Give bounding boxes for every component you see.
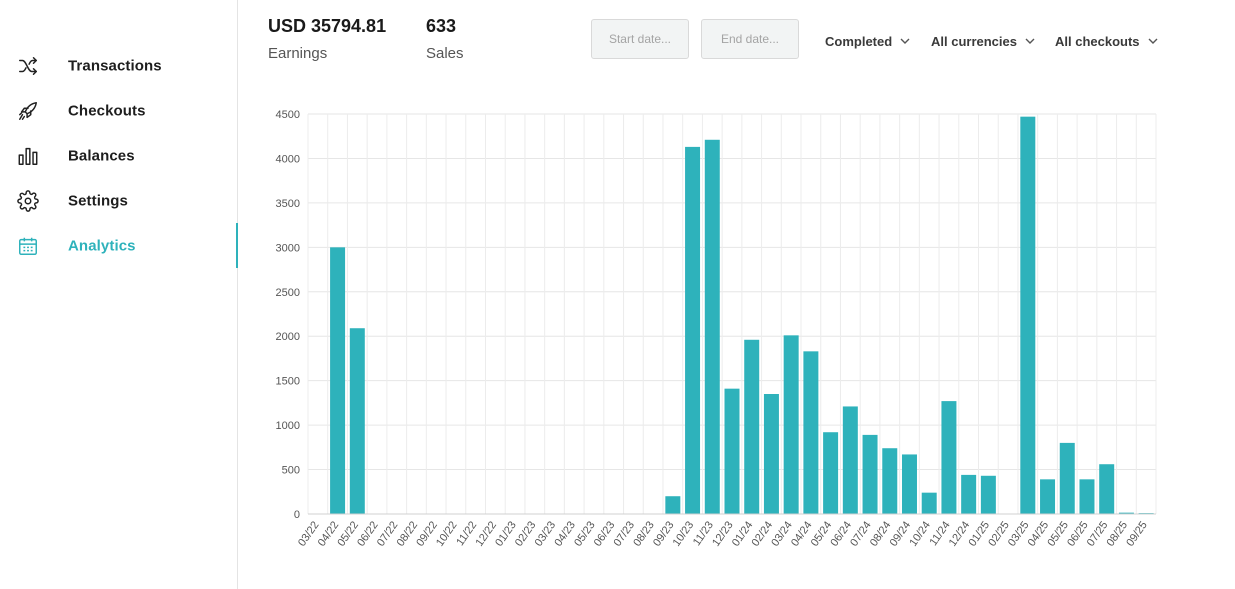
y-tick-label: 2000: [276, 331, 300, 343]
x-tick-label: 10/23: [671, 519, 697, 548]
sidebar-item-analytics[interactable]: Analytics: [0, 223, 238, 268]
y-tick-label: 500: [282, 465, 300, 477]
bar: [901, 454, 917, 514]
status-dropdown-value: Completed: [825, 33, 893, 49]
sidebar-item-settings[interactable]: Settings: [0, 178, 238, 223]
checkout-dropdown[interactable]: All checkouts: [1055, 31, 1158, 51]
bar: [1059, 442, 1075, 514]
sidebar-item-label: Analytics: [68, 237, 136, 254]
bar: [961, 474, 977, 514]
currency-dropdown-value: All currencies: [931, 33, 1017, 49]
sidebar-item-balances[interactable]: Balances: [0, 133, 238, 178]
earnings-value: USD 35794.81: [268, 16, 387, 36]
bar: [685, 146, 701, 514]
chevron-down-icon: [900, 38, 910, 44]
y-tick-label: 3000: [276, 242, 300, 254]
bar: [862, 434, 878, 514]
y-tick-label: 2500: [276, 287, 300, 299]
bar: [665, 496, 681, 514]
rocket-icon: [16, 99, 40, 123]
bar: [823, 432, 839, 514]
sales-label: Sales: [426, 45, 464, 62]
bar: [724, 388, 740, 514]
sidebar-item-label: Transactions: [68, 57, 162, 74]
x-tick-label: 09/25: [1124, 519, 1150, 548]
sales-value: 633: [426, 16, 457, 36]
bar: [842, 406, 858, 514]
bar: [349, 328, 365, 514]
x-tick-label: 10/24: [907, 519, 933, 548]
bar: [330, 247, 346, 515]
bar: [980, 475, 996, 514]
sidebar: Transactions Checkouts Bala: [0, 0, 238, 589]
y-tick-label: 0: [294, 509, 300, 521]
shuffle-icon: [16, 54, 40, 78]
end-date-input[interactable]: [701, 19, 799, 59]
start-date-input[interactable]: [591, 19, 689, 59]
bar: [763, 394, 779, 514]
y-tick-label: 1500: [276, 376, 300, 388]
x-tick-label: 10/22: [434, 519, 460, 548]
chevron-down-icon: [1148, 38, 1158, 44]
chevron-down-icon: [1025, 38, 1035, 44]
bar: [1020, 116, 1036, 515]
calendar-icon: [16, 234, 40, 258]
gear-icon: [16, 189, 40, 213]
y-tick-label: 1000: [276, 420, 300, 432]
bar: [921, 492, 937, 514]
y-tick-label: 4500: [276, 109, 300, 121]
status-dropdown[interactable]: Completed: [825, 31, 910, 51]
y-tick-label: 4000: [276, 153, 300, 165]
earnings-stat: USD 35794.81 Earnings: [268, 16, 386, 62]
bar: [803, 351, 819, 514]
bar: [1040, 479, 1056, 514]
sidebar-item-checkouts[interactable]: Checkouts: [0, 88, 238, 133]
sidebar-item-transactions[interactable]: Transactions: [0, 43, 238, 88]
earnings-label: Earnings: [268, 45, 328, 62]
y-tick-label: 3500: [276, 198, 300, 210]
sidebar-item-label: Checkouts: [68, 102, 146, 119]
sales-stat: 633 Sales: [426, 16, 464, 62]
bar: [744, 339, 760, 514]
bar-chart-icon: [16, 144, 40, 168]
bar: [704, 139, 720, 514]
bar: [941, 401, 957, 514]
bar: [783, 335, 799, 514]
earnings-bar-chart: 05001000150020002500300035004000450003/2…: [276, 109, 1157, 549]
sidebar-item-label: Balances: [68, 147, 135, 164]
bar: [1118, 512, 1134, 514]
bar: [882, 448, 898, 514]
currency-dropdown[interactable]: All currencies: [931, 31, 1035, 51]
bar: [1099, 464, 1115, 514]
checkout-dropdown-value: All checkouts: [1055, 33, 1140, 49]
bar: [1079, 479, 1095, 514]
sidebar-item-label: Settings: [68, 192, 128, 209]
